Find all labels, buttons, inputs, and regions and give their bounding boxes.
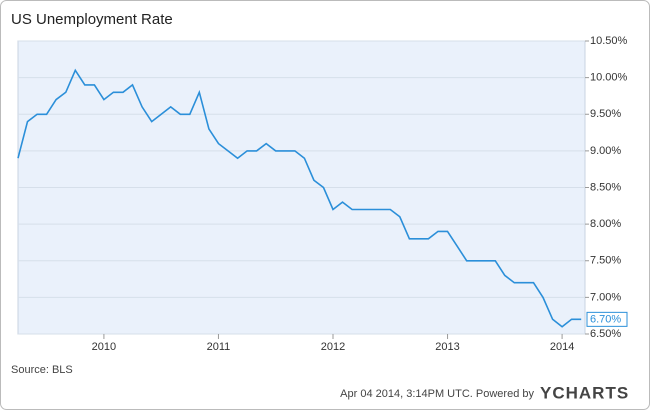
y-tick-label: 9.50% (590, 108, 621, 120)
x-tick-label: 2013 (435, 341, 459, 353)
x-tick-label: 2011 (207, 341, 231, 353)
chart-title: US Unemployment Rate (11, 11, 173, 28)
x-tick-label: 2010 (92, 341, 116, 353)
y-tick-label: 9.00% (590, 145, 621, 157)
y-tick-label: 8.00% (590, 218, 621, 230)
brand: YCHARTS (540, 383, 629, 402)
source: Source: BLS (11, 364, 73, 376)
y-tick-label: 7.00% (590, 291, 621, 303)
y-tick-label: 10.00% (590, 72, 628, 84)
x-tick-label: 2012 (321, 341, 345, 353)
line (17, 68, 582, 328)
y-tick-label: 10.50% (590, 35, 628, 47)
value-label: 6.70% (590, 313, 621, 325)
y-tick-label: 7.50% (590, 255, 621, 267)
y-tick-label: 8.50% (590, 181, 621, 193)
x-tick-label: 2014 (550, 341, 574, 353)
timestamp: Apr 04 2014, 3:14PM UTC. Powered by (340, 388, 534, 400)
value-label-box (586, 311, 628, 327)
y-tick-label: 6.50% (590, 328, 621, 340)
